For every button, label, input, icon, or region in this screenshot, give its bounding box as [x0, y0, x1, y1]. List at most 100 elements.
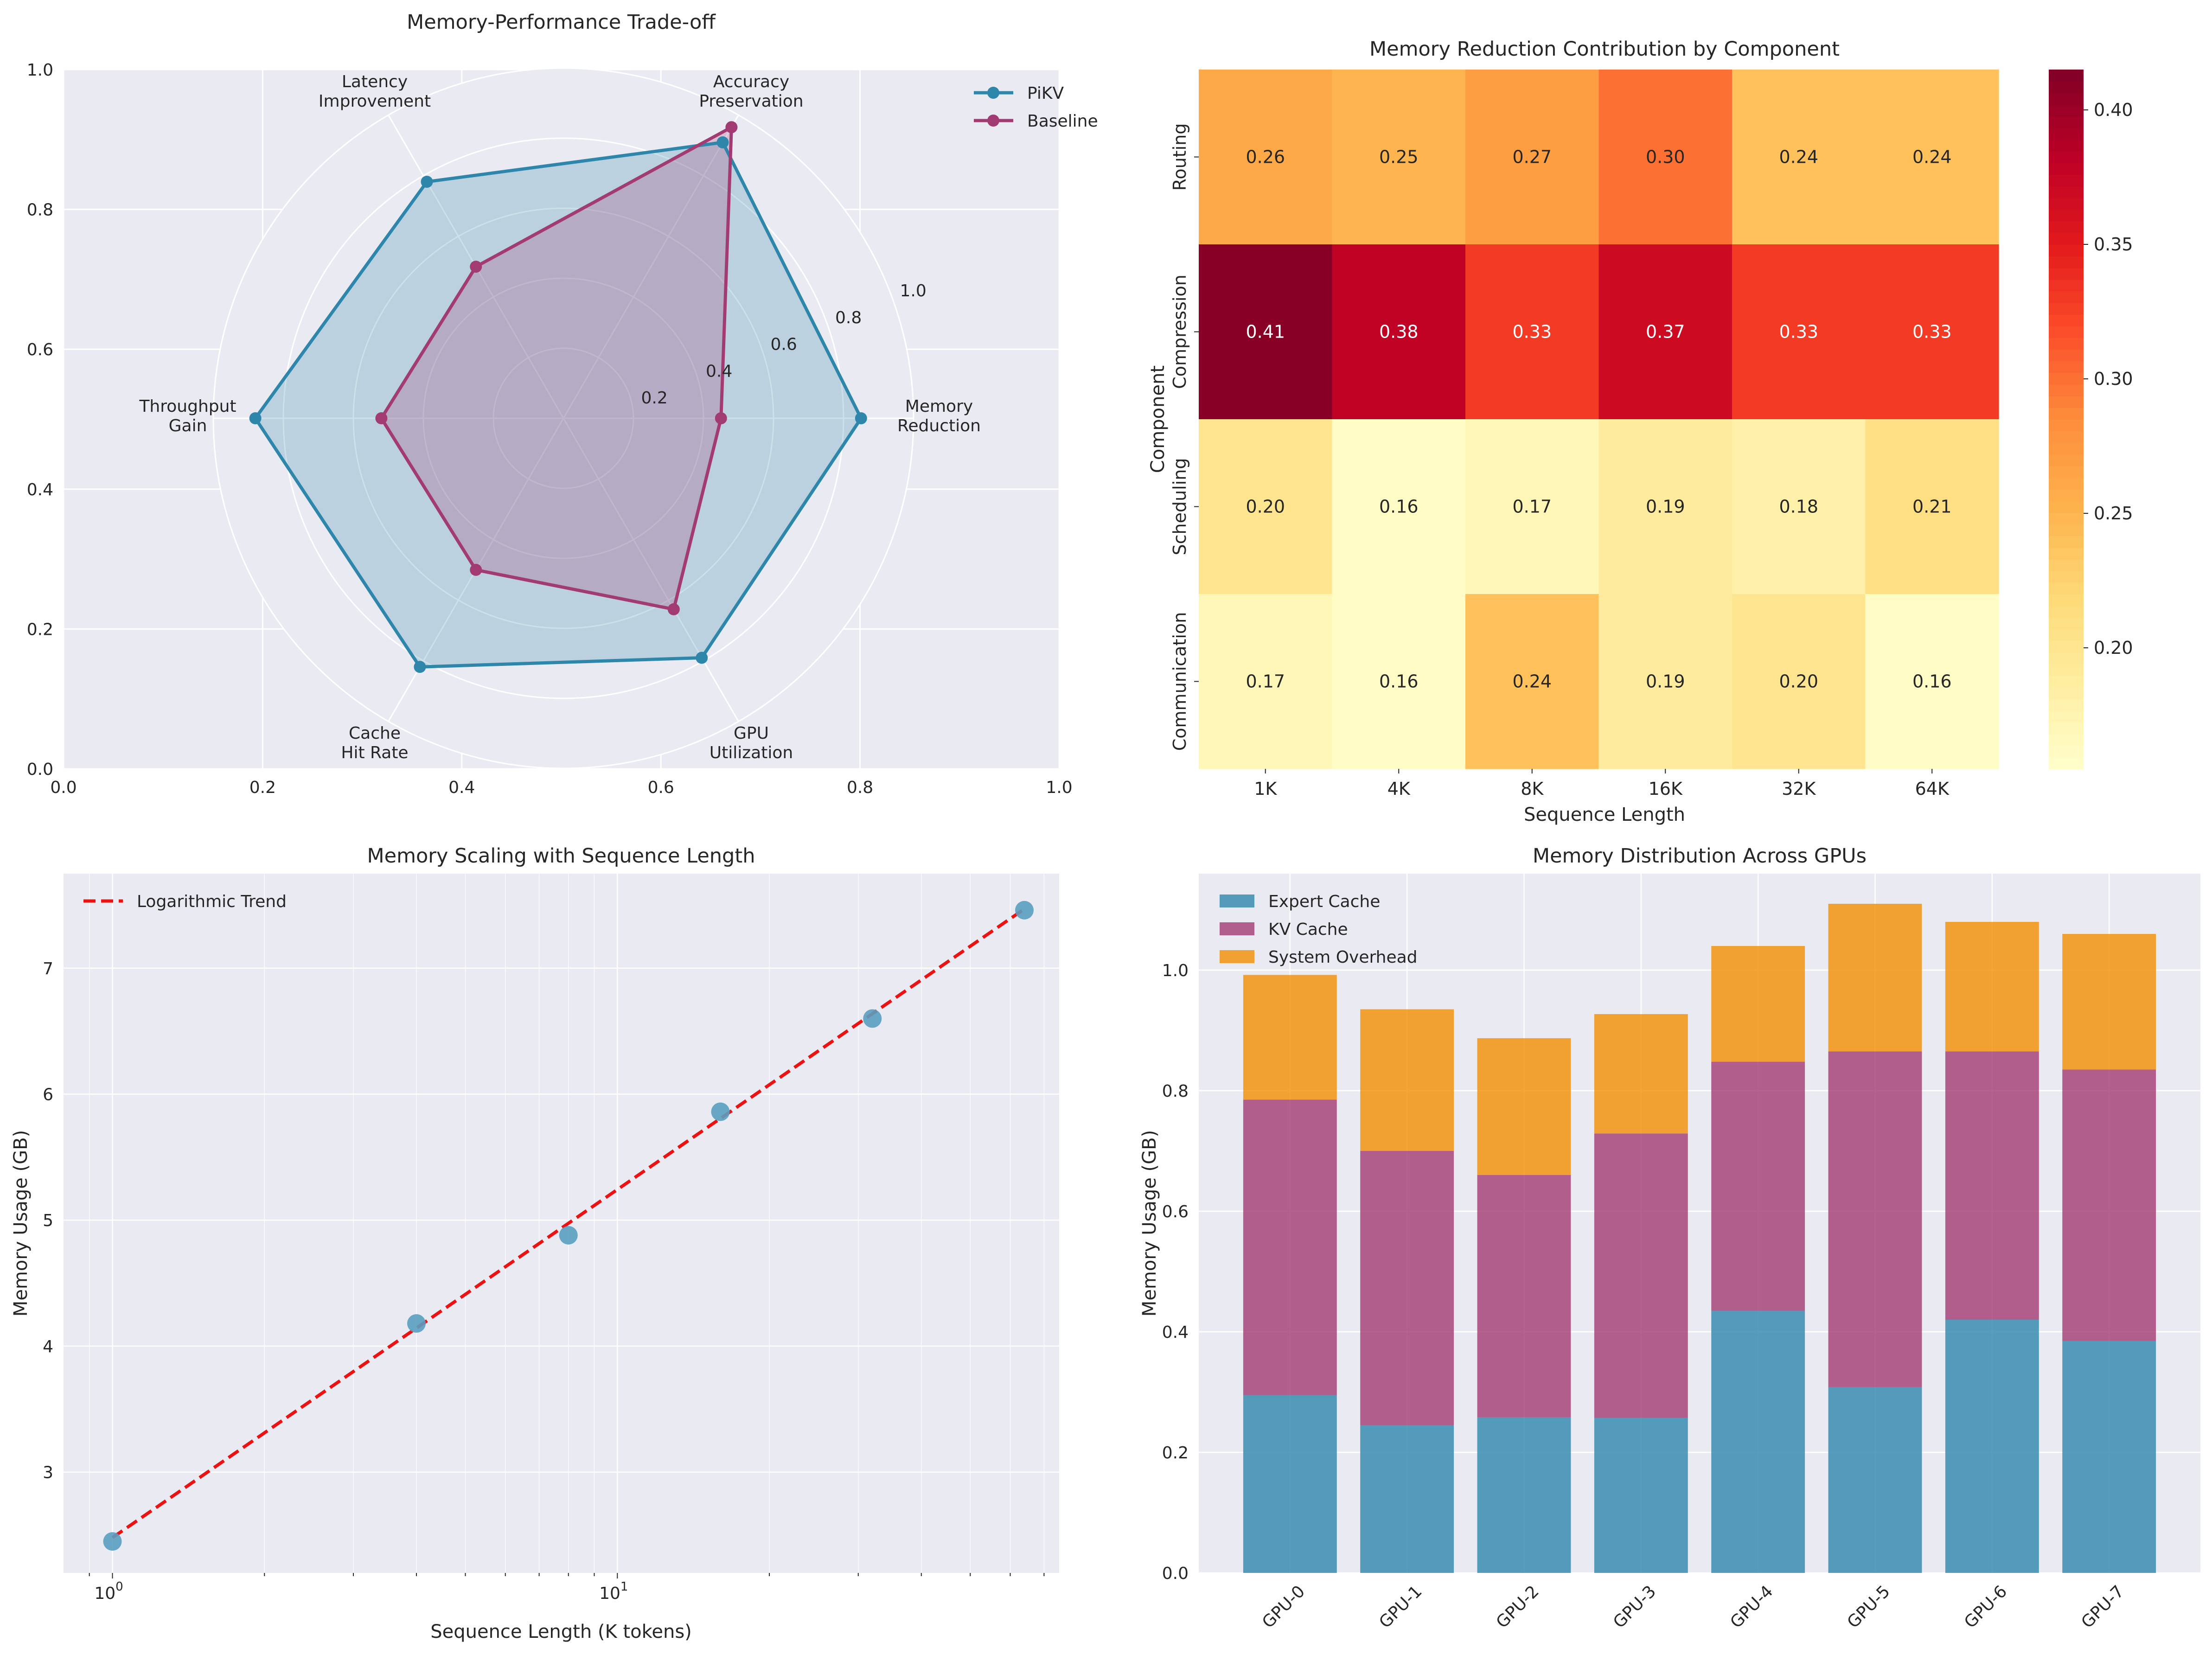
heatmap-colorbar-segment-40	[2049, 291, 2084, 303]
scaling-y-tick-2: 5	[43, 1211, 53, 1230]
heatmap-x-tick-4: 32K	[1782, 779, 1816, 799]
heatmap-colorbar-segment-53	[2049, 139, 2084, 152]
heatmap-cell-2-1	[1332, 419, 1466, 594]
gpu-bar-0-6	[1945, 1320, 2039, 1573]
heatmap-colorbar-segment-12	[2049, 617, 2084, 630]
heatmap-cell-label-1-3: 0.37	[1646, 322, 1685, 342]
scaling-y-tick-1: 4	[43, 1337, 53, 1356]
heatmap-colorbar-segment-43	[2049, 256, 2084, 268]
gpu-bar-1-4	[1711, 1061, 1805, 1311]
heatmap-y-tick-1: Compression	[1170, 275, 1190, 389]
gpu-y-tick-2: 0.4	[1162, 1323, 1189, 1342]
gpu-title: Memory Distribution Across GPUs	[1533, 844, 1867, 868]
gpu-bar-1-3	[1594, 1133, 1688, 1418]
gpu-bar-1-0	[1243, 1099, 1337, 1395]
heatmap-colorbar-segment-33	[2049, 372, 2084, 385]
radar-point-pikv-0	[855, 412, 867, 424]
heatmap-colorbar-segment-3	[2049, 722, 2084, 735]
heatmap-colorbar-segment-48	[2049, 198, 2084, 210]
radar-outer-ytick-0: 0.0	[27, 760, 53, 779]
gpu-bar-1-6	[1945, 1051, 2039, 1320]
radar-point-pikv-2	[421, 175, 433, 188]
heatmap-x-axis-label: Sequence Length	[1524, 804, 1685, 825]
heatmap-cell-label-1-1: 0.38	[1379, 322, 1419, 342]
heatmap-cell-3-4	[1732, 594, 1866, 769]
heatmap-colorbar-segment-58	[2049, 81, 2084, 94]
gpu-bar-0-5	[1828, 1387, 1922, 1573]
scaling-y-ticks: 3 4 5 6 7	[43, 959, 53, 1482]
heatmap-colorbar-segment-49	[2049, 186, 2084, 198]
heatmap-cell-3-2	[1465, 594, 1599, 769]
heatmap-colorbar-segment-7	[2049, 675, 2084, 688]
gpu-bar-0-7	[2062, 1341, 2156, 1573]
gpu-bar-1-5	[1828, 1051, 1922, 1387]
scaling-axes-background	[64, 874, 1059, 1573]
heatmap-colorbar-segment-17	[2049, 559, 2084, 571]
heatmap-cell-0-2	[1465, 70, 1599, 245]
heatmap-colorbar-segment-35	[2049, 349, 2084, 362]
heatmap-cell-1-1	[1332, 244, 1466, 420]
heatmap-cell-label-0-1: 0.25	[1379, 147, 1419, 167]
heatmap-cell-labels: 0.26 0.25 0.27 0.30 0.24 0.24 0.41 0.38 0.33 0.37…	[1246, 147, 1951, 692]
heatmap-colorbar-segment-0	[2049, 757, 2084, 769]
heatmap-cell-label-2-5: 0.21	[1912, 497, 1952, 517]
gpu-bar-2-1	[1360, 1009, 1454, 1151]
heatmap-colorbar-segment-59	[2049, 70, 2084, 82]
radar-series	[249, 121, 867, 673]
radar-point-baseline-0	[715, 412, 727, 424]
heatmap-colorbar-segment-5	[2049, 699, 2084, 711]
radar-title: Memory-Performance Trade-off	[407, 11, 716, 34]
heatmap-cell-label-2-1: 0.16	[1379, 497, 1419, 517]
radar-category-labels: Memory Reduction Accuracy Preservation Laten…	[139, 72, 981, 762]
heatmap-x-ticks: 1K 4K 8K 16K 32K 64K	[1254, 769, 1950, 799]
heatmap-cell-label-1-4: 0.33	[1779, 322, 1818, 342]
heatmap-colorbar-segment-26	[2049, 454, 2084, 466]
radar-point-baseline-5	[667, 603, 680, 615]
radar-outer-ytick-4: 0.8	[27, 201, 53, 220]
scaling-y-axis-label: Memory Usage (GB)	[10, 1130, 32, 1316]
radar-radial-ticks: 0.2 0.4 0.6 0.8 1.0	[641, 281, 927, 408]
heatmap-y-ticks: Routing Compression Scheduling Communicatio…	[1170, 123, 1199, 751]
gpu-bar-0-2	[1477, 1417, 1571, 1573]
heatmap-colorbar-segment-24	[2049, 477, 2084, 490]
heatmap-cell-0-5	[1865, 70, 1999, 245]
radar-category-label-3: Throughput Gain	[139, 397, 236, 435]
radar-category-label-5: GPU Utilization	[710, 724, 793, 762]
gpu-bar-0-3	[1594, 1418, 1688, 1573]
gpu-bars	[1243, 904, 2156, 1573]
radar-outer-ytick-2: 0.4	[27, 480, 53, 499]
heatmap-colorbar-segment-1	[2049, 745, 2084, 758]
gpu-axes-background	[1199, 874, 2200, 1573]
heatmap-colorbar-segment-22	[2049, 500, 2084, 513]
scaling-x-axis-label: Sequence Length (K tokens)	[430, 1621, 692, 1642]
gpu-bar-2-0	[1243, 975, 1337, 1100]
scaling-point-2	[559, 1226, 578, 1245]
gpu-legend-label-2: System Overhead	[1268, 948, 1418, 967]
heatmap-cell-label-0-0: 0.26	[1246, 147, 1285, 167]
radar-outer-ytick-1: 0.2	[27, 620, 53, 639]
heatmap-cell-label-0-5: 0.24	[1912, 147, 1952, 167]
gpu-bar-2-4	[1711, 946, 1805, 1062]
heatmap-colorbar-tick-4: 0.40	[2094, 100, 2133, 120]
radar-point-baseline-3	[375, 412, 388, 424]
heatmap-cell-0-1	[1332, 70, 1466, 245]
gpu-legend-swatch-1	[1220, 922, 1254, 935]
heatmap-cell-3-3	[1598, 594, 1733, 769]
heatmap-y-tick-3: Communication	[1170, 612, 1190, 751]
heatmap-colorbar-segment-16	[2049, 570, 2084, 583]
radar-category-label-1: Accuracy Preservation	[699, 72, 803, 111]
gpu-bar-0-1	[1360, 1425, 1454, 1573]
heatmap-y-tick-0: Routing	[1170, 123, 1190, 191]
gpu-legend-swatch-0	[1220, 895, 1254, 907]
heatmap-colorbar-segment-6	[2049, 687, 2084, 700]
heatmap-cell-label-1-0: 0.41	[1246, 322, 1285, 342]
heatmap-colorbar-segment-27	[2049, 442, 2084, 455]
radar-radial-tick-3: 0.8	[835, 308, 862, 327]
scaling-legend-label: Logarithmic Trend	[137, 892, 287, 911]
heatmap-colorbar-segment-54	[2049, 128, 2084, 140]
heatmap-colorbar-segment-30	[2049, 407, 2084, 420]
heatmap-cell-label-2-0: 0.20	[1246, 497, 1285, 517]
heatmap-colorbar-segment-39	[2049, 302, 2084, 315]
heatmap-chart-panel: Memory Reduction Contribution by Compone…	[1147, 38, 2133, 825]
